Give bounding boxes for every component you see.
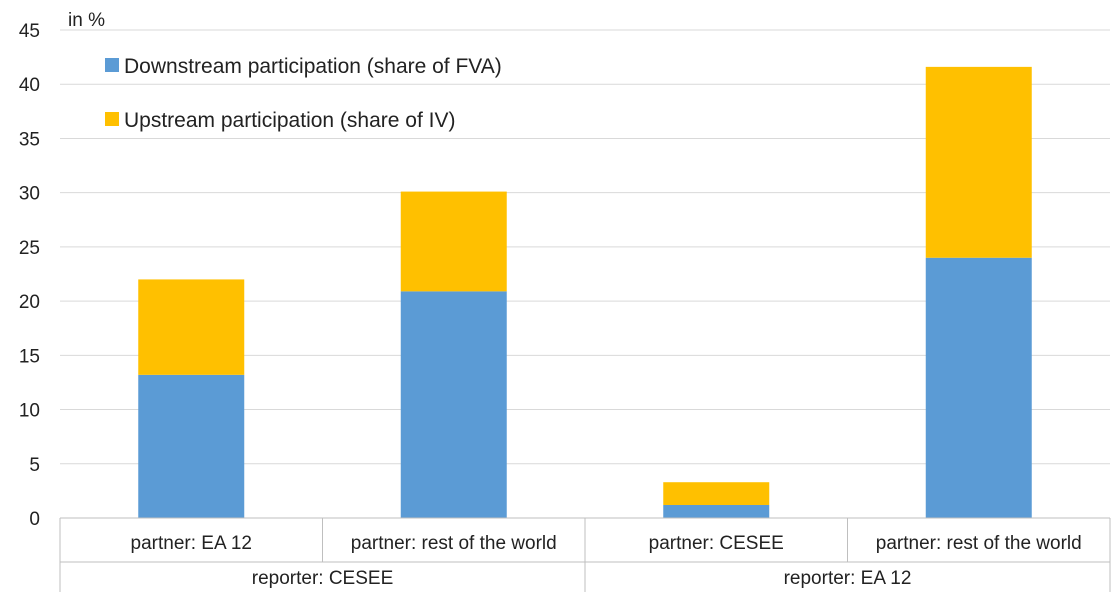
downstream-bar-segment: [925, 257, 1032, 518]
x-group-label: reporter: CESEE: [252, 568, 394, 589]
axes: [59, 517, 1111, 592]
x-category-label: partner: EA 12: [131, 533, 252, 554]
legend-swatch: [105, 58, 119, 72]
legend: Downstream participation (share of FVA) U…: [105, 55, 502, 132]
y-tick-label: 25: [19, 238, 40, 259]
x-category-label: partner: rest of the world: [351, 533, 557, 554]
legend-label: Upstream participation (share of IV): [124, 109, 455, 132]
upstream-bar-segment: [138, 279, 245, 375]
downstream-bar-segment: [400, 291, 507, 518]
legend-swatch: [105, 112, 119, 126]
y-tick-label: 35: [19, 129, 40, 150]
x-group-label: reporter: EA 12: [784, 568, 912, 589]
x-axis-categories: partner: EA 12 partner: rest of the world…: [131, 533, 1082, 589]
upstream-bar-segment: [663, 482, 770, 505]
x-category-label: partner: CESEE: [649, 533, 784, 554]
upstream-bar-segment: [925, 66, 1032, 258]
downstream-bar-segment: [663, 504, 770, 518]
y-tick-label: 15: [19, 346, 40, 367]
y-tick-label: 45: [19, 21, 40, 42]
y-tick-label: 10: [19, 401, 40, 422]
y-tick-label: 30: [19, 184, 40, 205]
y-tick-label: 5: [29, 455, 40, 476]
y-tick-label: 0: [29, 509, 40, 530]
bars: [138, 66, 1032, 518]
y-tick-label: 20: [19, 292, 40, 313]
y-tick-label: 40: [19, 75, 40, 96]
y-axis-unit-label: in %: [68, 10, 105, 31]
downstream-bar-segment: [138, 374, 245, 518]
x-category-label: partner: rest of the world: [876, 533, 1082, 554]
upstream-bar-segment: [400, 191, 507, 292]
y-axis-ticks: 0 5 10 15 20 25 30 35 40 45: [19, 21, 40, 530]
legend-label: Downstream participation (share of FVA): [124, 55, 502, 78]
